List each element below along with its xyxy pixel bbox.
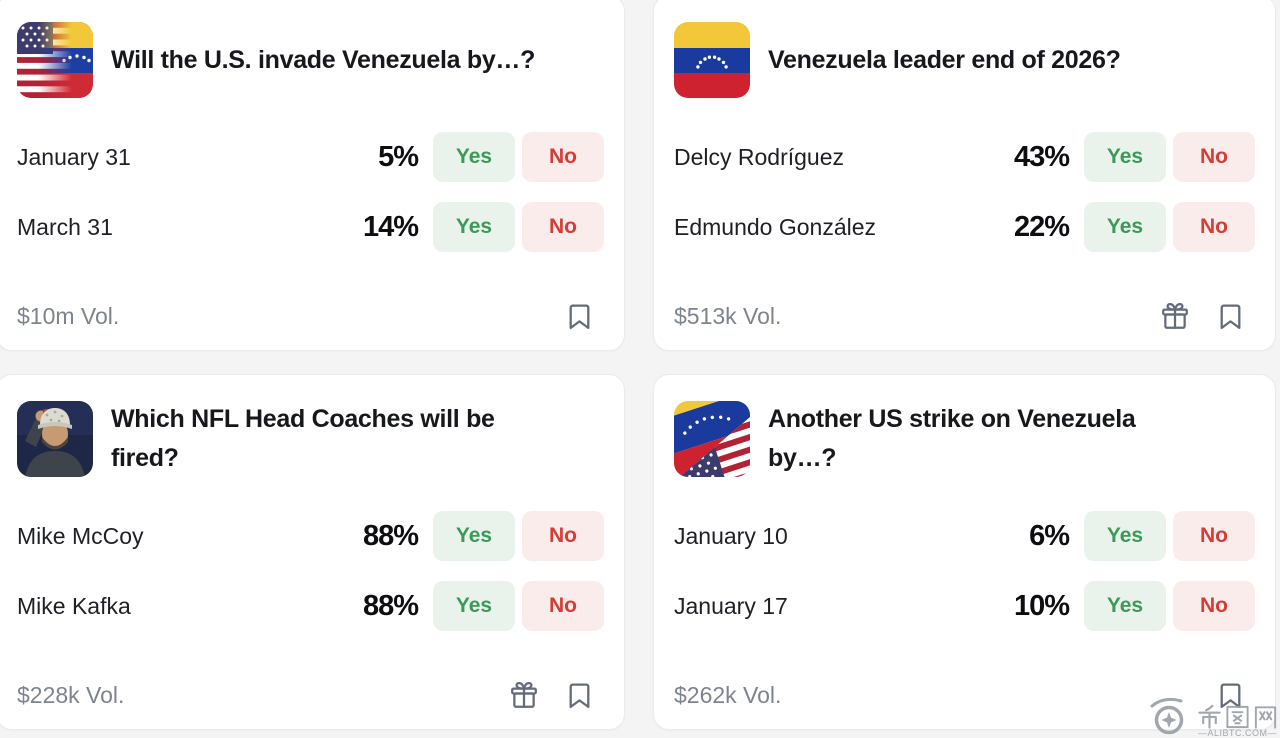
bookmark-icon[interactable] [1216,302,1245,331]
market-header: Venezuela leader end of 2026? [674,20,1255,100]
yes-button[interactable]: Yes [433,202,515,252]
outcome-list: January 31 5% Yes No March 31 14% Yes No [17,132,604,252]
outcome-list: January 10 6% Yes No January 17 10% Yes … [674,511,1255,631]
market-title[interactable]: Venezuela leader end of 2026? [768,45,1121,74]
outcome-probability: 10% [1013,589,1070,622]
market-header: Which NFL Head Coaches will be fired? [17,399,604,479]
card-footer: $262k Vol. [674,677,1255,713]
yes-button[interactable]: Yes [433,132,515,182]
no-button[interactable]: No [522,511,604,561]
gift-icon[interactable] [509,680,539,710]
market-title[interactable]: Another US strike on Venezuela by…? [768,405,1136,472]
venezuela-us-diagonal-flag-icon [674,401,750,477]
outcome-label[interactable]: March 31 [17,213,113,240]
yes-button[interactable]: Yes [433,581,515,631]
bookmark-icon[interactable] [565,681,594,710]
market-card-us-invade-venezuela[interactable]: Will the U.S. invade Venezuela by…? Janu… [0,0,625,351]
market-title[interactable]: Which NFL Head Coaches will be fired? [111,405,495,472]
market-header: Will the U.S. invade Venezuela by…? [17,20,604,100]
outcome-list: Delcy Rodríguez 43% Yes No Edmundo Gonzá… [674,132,1255,252]
venezuela-flag-icon [674,22,750,98]
yes-button[interactable]: Yes [1084,202,1166,252]
outcome-probability: 88% [362,589,419,622]
outcome-label[interactable]: January 10 [674,522,788,549]
yes-button[interactable]: Yes [433,511,515,561]
market-header: Another US strike on Venezuela by…? [674,399,1255,479]
outcome-row: January 17 10% Yes No [674,581,1255,631]
no-button[interactable]: No [522,132,604,182]
outcome-row: January 10 6% Yes No [674,511,1255,561]
outcome-row: March 31 14% Yes No [17,202,604,252]
outcome-label[interactable]: Mike Kafka [17,592,131,619]
outcome-row: Mike McCoy 88% Yes No [17,511,604,561]
market-card-us-strike-venezuela[interactable]: Another US strike on Venezuela by…? Janu… [653,374,1276,730]
no-button[interactable]: No [1173,202,1255,252]
no-button[interactable]: No [1173,581,1255,631]
yes-button[interactable]: Yes [1084,581,1166,631]
outcome-row: Edmundo González 22% Yes No [674,202,1255,252]
market-title[interactable]: Will the U.S. invade Venezuela by…? [111,45,536,74]
nfl-coach-photo-icon [17,401,93,477]
volume-text: $513k Vol. [674,302,782,329]
outcome-row: Mike Kafka 88% Yes No [17,581,604,631]
no-button[interactable]: No [522,202,604,252]
volume-text: $262k Vol. [674,681,782,708]
outcome-label[interactable]: Delcy Rodríguez [674,143,845,170]
card-footer: $513k Vol. [674,298,1255,334]
no-button[interactable]: No [1173,511,1255,561]
outcome-probability: 88% [362,519,419,552]
yes-button[interactable]: Yes [1084,511,1166,561]
bookmark-icon[interactable] [565,302,594,331]
card-footer: $10m Vol. [17,298,604,334]
outcome-list: Mike McCoy 88% Yes No Mike Kafka 88% Yes… [17,511,604,631]
yes-button[interactable]: Yes [1084,132,1166,182]
market-card-nfl-coaches-fired[interactable]: Which NFL Head Coaches will be fired? Mi… [0,374,625,730]
card-footer: $228k Vol. [17,677,604,713]
outcome-row: Delcy Rodríguez 43% Yes No [674,132,1255,182]
outcome-row: January 31 5% Yes No [17,132,604,182]
outcome-label[interactable]: January 17 [674,592,788,619]
outcome-label[interactable]: Mike McCoy [17,522,144,549]
gift-icon[interactable] [1160,301,1190,331]
no-button[interactable]: No [522,581,604,631]
volume-text: $10m Vol. [17,302,120,329]
outcome-label[interactable]: January 31 [17,143,131,170]
volume-text: $228k Vol. [17,681,125,708]
outcome-label[interactable]: Edmundo González [674,213,877,240]
outcome-probability: 6% [1029,519,1070,552]
us-venezuela-blend-flag-icon [17,22,93,98]
outcome-probability: 22% [1013,210,1070,243]
outcome-probability: 14% [362,210,419,243]
bookmark-icon[interactable] [1216,681,1245,710]
outcome-probability: 43% [1013,140,1070,173]
market-card-venezuela-leader[interactable]: Venezuela leader end of 2026? Delcy Rodr… [653,0,1276,351]
no-button[interactable]: No [1173,132,1255,182]
outcome-probability: 5% [378,140,419,173]
